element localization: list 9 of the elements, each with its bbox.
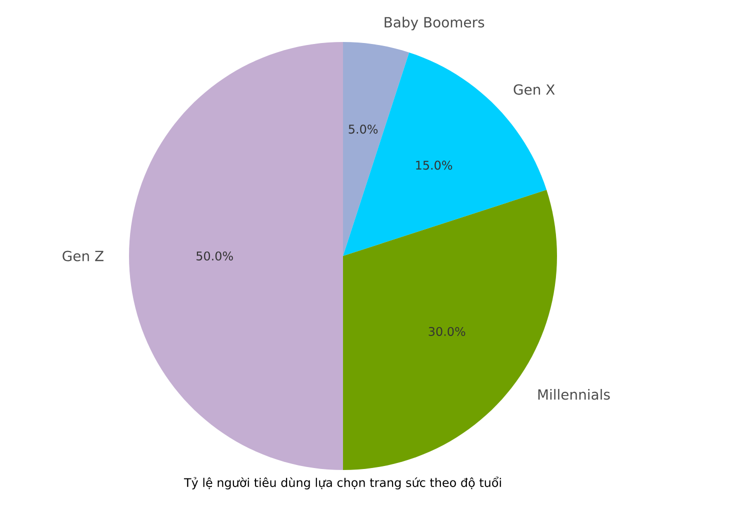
slice-label: Gen Z <box>62 250 104 262</box>
slice-label: Baby Boomers <box>384 16 484 30</box>
slice-label: Gen X <box>514 84 555 95</box>
data-label: 50.0% <box>196 251 233 261</box>
data-label: 5.0% <box>348 124 378 134</box>
slice-label: Millennials <box>538 388 610 400</box>
data-label: 30.0% <box>428 326 466 336</box>
data-label: 15.0% <box>416 160 452 170</box>
text: Tỷ lệ người tiêu dùng lựa chọn trang sức theo độ tuổi <box>184 476 501 490</box>
